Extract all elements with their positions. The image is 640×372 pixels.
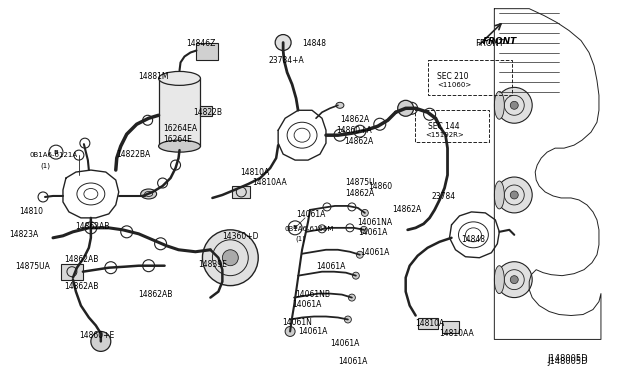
Text: 14061N: 14061N: [282, 318, 312, 327]
Circle shape: [275, 35, 291, 51]
Text: 14881M: 14881M: [139, 73, 169, 81]
Text: 16264EA: 16264EA: [164, 124, 198, 133]
Ellipse shape: [494, 92, 504, 119]
Text: 14061A: 14061A: [316, 262, 346, 271]
Text: 14061A: 14061A: [360, 248, 389, 257]
Text: 14061A: 14061A: [330, 339, 359, 349]
Text: 14862AB: 14862AB: [139, 290, 173, 299]
Bar: [415, 110, 490, 142]
Circle shape: [285, 327, 295, 336]
Bar: [61, 264, 83, 280]
Text: <15192R>: <15192R>: [426, 132, 465, 138]
Circle shape: [360, 226, 367, 233]
Text: 14862A: 14862A: [392, 205, 421, 214]
Text: 0B1A6-6165M: 0B1A6-6165M: [284, 226, 333, 232]
Bar: [159, 78, 200, 146]
Text: B: B: [54, 150, 58, 155]
Ellipse shape: [336, 102, 344, 108]
Text: J148005D: J148005D: [547, 355, 588, 363]
Text: SEC 144: SEC 144: [428, 122, 460, 131]
Circle shape: [344, 316, 351, 323]
Bar: [428, 61, 512, 95]
Text: 14822B: 14822B: [193, 108, 223, 117]
Circle shape: [362, 209, 368, 217]
Circle shape: [510, 276, 518, 283]
Text: 14810AA: 14810AA: [440, 330, 474, 339]
Text: 16264E: 16264E: [164, 135, 193, 144]
Text: 14061NB: 14061NB: [295, 290, 330, 299]
Circle shape: [222, 250, 238, 266]
Bar: [200, 106, 212, 116]
Circle shape: [348, 294, 355, 301]
Text: 14860: 14860: [368, 182, 392, 191]
Text: 14822BA: 14822BA: [116, 150, 150, 159]
Circle shape: [202, 230, 258, 286]
Bar: [418, 318, 438, 330]
Text: 23784+A: 23784+A: [268, 57, 304, 65]
Text: 14061A: 14061A: [296, 210, 326, 219]
Text: 14061A: 14061A: [292, 299, 321, 309]
Text: 14823A: 14823A: [9, 230, 38, 239]
Text: 14846Z: 14846Z: [186, 39, 216, 48]
Ellipse shape: [494, 266, 504, 294]
Circle shape: [497, 262, 532, 298]
Text: 14862AB: 14862AB: [75, 222, 109, 231]
Text: 14360+D: 14360+D: [222, 232, 259, 241]
Text: 14848: 14848: [461, 235, 486, 244]
Text: 14061A: 14061A: [358, 228, 387, 237]
Ellipse shape: [141, 189, 157, 199]
Text: 23784: 23784: [431, 192, 456, 201]
Text: 14862AB: 14862AB: [64, 255, 99, 264]
Text: FRONT: FRONT: [483, 36, 516, 45]
Text: 14810: 14810: [19, 207, 43, 216]
Text: 14862AB: 14862AB: [64, 282, 99, 291]
Circle shape: [397, 100, 413, 116]
Text: 14810A: 14810A: [415, 320, 445, 328]
Text: 14860+A: 14860+A: [336, 126, 372, 135]
Circle shape: [497, 177, 532, 213]
Bar: [196, 42, 218, 61]
Text: 14839E: 14839E: [198, 260, 227, 269]
Text: 0B1A6-6121A: 0B1A6-6121A: [29, 152, 77, 158]
Text: 14862A: 14862A: [344, 137, 373, 146]
Text: 14061A: 14061A: [298, 327, 328, 336]
Circle shape: [510, 101, 518, 109]
Text: (1): (1): [40, 162, 50, 169]
Text: 14061A: 14061A: [338, 357, 367, 366]
Bar: [232, 186, 250, 198]
Text: 14875U: 14875U: [345, 178, 374, 187]
Circle shape: [91, 331, 111, 352]
Text: 14810AA: 14810AA: [252, 178, 287, 187]
Circle shape: [356, 251, 364, 258]
Text: B: B: [292, 225, 298, 230]
Text: 14862A: 14862A: [340, 115, 369, 124]
Circle shape: [497, 87, 532, 123]
Text: 14810A: 14810A: [240, 168, 269, 177]
Bar: [442, 321, 460, 333]
Text: 14862A: 14862A: [345, 189, 374, 198]
Text: 14848: 14848: [302, 39, 326, 48]
Circle shape: [510, 191, 518, 199]
Text: FRONT: FRONT: [476, 39, 504, 48]
Ellipse shape: [159, 140, 200, 152]
Text: <11060>: <11060>: [438, 82, 472, 89]
Text: (1): (1): [295, 236, 305, 242]
Ellipse shape: [494, 181, 504, 209]
Text: 14860+E: 14860+E: [79, 331, 114, 340]
Text: 14875UA: 14875UA: [15, 262, 50, 271]
Circle shape: [353, 272, 359, 279]
Text: SEC 210: SEC 210: [436, 73, 468, 81]
Text: J148005D: J148005D: [547, 357, 588, 366]
Ellipse shape: [159, 71, 200, 86]
Text: 14061NA: 14061NA: [357, 218, 392, 227]
